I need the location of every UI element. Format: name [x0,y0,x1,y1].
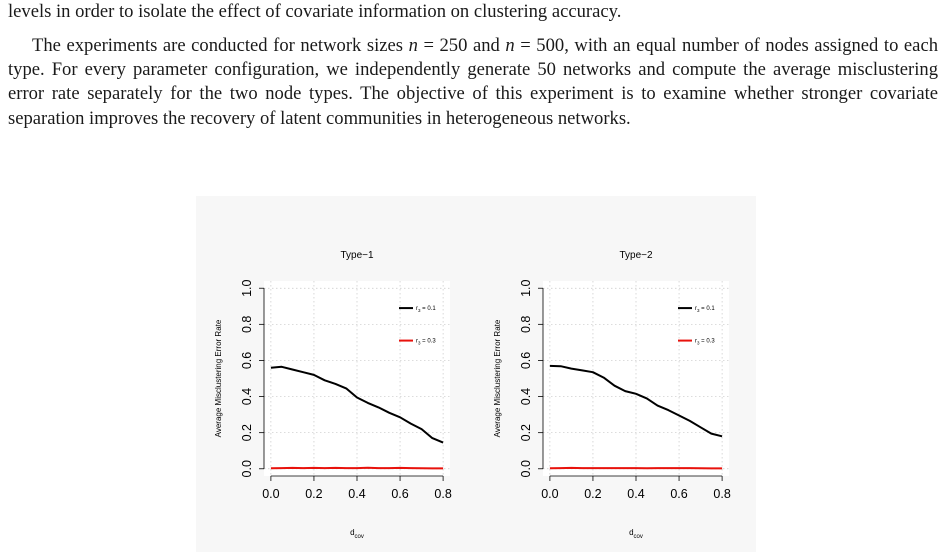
x-tick-label: 0.0 [262,487,279,501]
panel-title: Type−1 [340,250,374,261]
x-tick-label: 0.8 [713,487,730,501]
x-tick-label: 0.6 [391,487,408,501]
y-tick-label: 1.0 [519,279,533,296]
y-tick-label: 0.2 [240,424,254,441]
x-axis-label: dcov [350,528,364,540]
series-line [549,466,723,470]
x-tick-label: 0.8 [434,487,451,501]
text-fragment: and [467,35,506,56]
y-axis-label: Average Misclustering Error Rate [493,319,502,437]
math-variable-n: n [505,35,515,56]
y-tick-label: 0.4 [519,388,533,405]
figure-error-rate-plots: 0.0 0.2 0.4 0.6 0.8 0.0 0.2 0.4 0.6 0.8 1.0 Type−1 A… [196,196,756,552]
legend-label: r3 = 0.1 [695,306,715,313]
paragraph-experiments: The experiments are conducted for networ… [8,34,938,131]
legend-label: r3 = 0.1 [416,306,436,313]
series-line [549,364,723,438]
legend-label: r3 = 0.3 [695,339,715,346]
panel-title: Type−2 [619,250,653,261]
y-tick-label: 0.0 [519,460,533,477]
y-tick-label: 0.4 [240,388,254,405]
y-tick-label: 0.6 [519,352,533,369]
x-tick-label: 0.4 [627,487,644,501]
y-tick-label: 0.2 [519,424,533,441]
x-tick-label: 0.2 [584,487,601,501]
x-tick-label: 0.4 [348,487,365,501]
y-tick-label: 1.0 [240,279,254,296]
text-fragment: The experiments are conducted for networ… [32,35,409,56]
series-line [270,365,444,444]
text-fragment: , with an equal number of nodes assigned… [8,35,938,129]
y-tick-label: 0.8 [519,316,533,333]
paragraph-line: levels in order to isolate the effect of… [8,1,622,22]
math-value-250: 250 [439,35,468,56]
legend-label: r3 = 0.3 [416,339,436,346]
y-tick-label: 0.8 [240,316,254,333]
y-axis-label: Average Misclustering Error Rate [214,319,223,437]
x-tick-label: 0.2 [305,487,322,501]
x-tick-label: 0.6 [670,487,687,501]
math-equals: = [514,35,537,56]
math-equals: = [417,35,440,56]
math-value-500: 500 [536,35,565,56]
y-tick-label: 0.0 [240,460,254,477]
math-variable-n: n [408,35,418,56]
paragraph-continuation: levels in order to isolate the effect of… [8,0,938,24]
y-tick-label: 0.6 [240,352,254,369]
series-line [270,466,444,470]
x-tick-label: 0.0 [541,487,558,501]
x-axis-label: dcov [629,528,643,540]
